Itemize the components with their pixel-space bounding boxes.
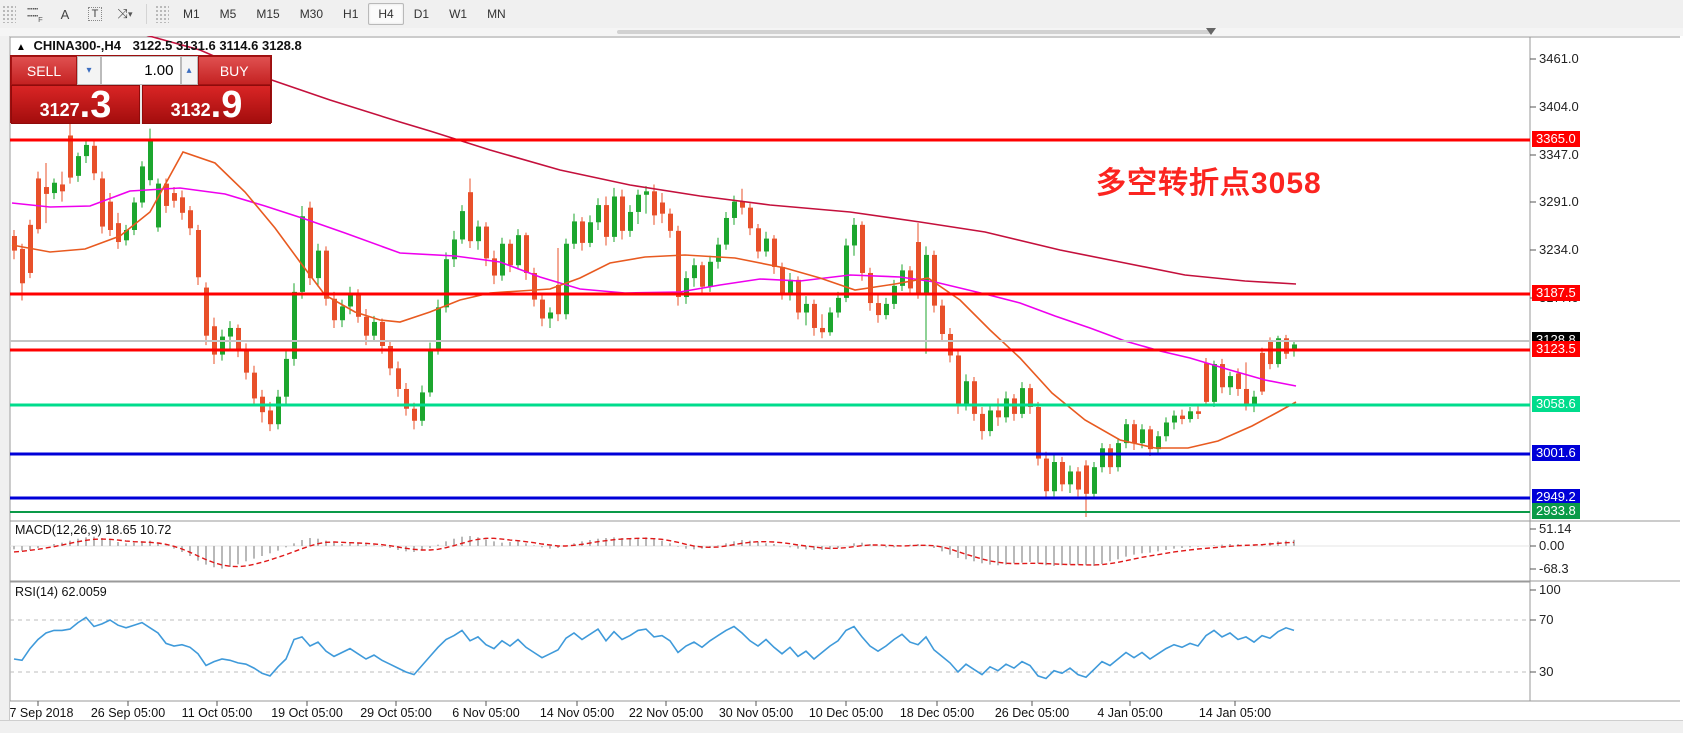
time-axis-label: 17 Sep 2018 (2, 706, 74, 720)
time-axis-label: 14 Nov 05:00 (539, 706, 615, 720)
time-axis-label: 19 Oct 05:00 (271, 706, 343, 720)
timeframe-button-m15[interactable]: M15 (256, 7, 280, 21)
timeframe-button-d1[interactable]: D1 (413, 7, 430, 21)
rsi-axis-tick: 30 (1539, 664, 1554, 679)
time-axis-label: 26 Dec 05:00 (994, 706, 1070, 720)
timeframe-button-mn[interactable]: MN (487, 7, 506, 21)
toolbar-separator (146, 4, 147, 24)
toolbar-drag-handle[interactable] (2, 5, 16, 23)
price-level-badge: 3187.5 (1532, 285, 1580, 301)
buy-button[interactable]: BUY (197, 56, 271, 85)
volume-input[interactable]: 1.00 (101, 56, 181, 85)
collapse-triangle-icon[interactable]: ▲ (16, 42, 26, 53)
window-bottom-edge (0, 720, 1683, 733)
time-axis-label: 4 Jan 05:00 (1097, 706, 1163, 720)
indicators-list-icon[interactable]: ┅┅ ┅┅F (27, 3, 43, 24)
timeframe-button-m5[interactable]: M5 (219, 7, 237, 21)
macd-axis-tick: 51.14 (1539, 521, 1572, 536)
one-click-trading-panel: SELL ▾ 1.00 ▴ BUY 3127 .3 3132 .9 (10, 55, 272, 124)
ask-price-display[interactable]: 3132 .9 (142, 85, 271, 124)
price-level-badge: 2933.8 (1532, 503, 1580, 519)
timeframe-button-m30[interactable]: M30 (299, 7, 324, 21)
chart-scrollbar[interactable] (0, 28, 1683, 36)
time-axis-label: 10 Dec 05:00 (808, 706, 884, 720)
timeframe-button-h4[interactable]: H4 (368, 3, 404, 25)
macd-axis-tick: -68.3 (1539, 561, 1569, 576)
left-gutter (0, 36, 10, 720)
rsi-label: RSI(14) 62.0059 (15, 585, 107, 599)
price-level-badge: 2949.2 (1532, 489, 1580, 505)
chart-shift-marker[interactable] (1206, 28, 1216, 35)
bid-price-display[interactable]: 3127 .3 (11, 85, 140, 124)
time-axis-label: 29 Oct 05:00 (360, 706, 432, 720)
ohlc-values: 3122.5 3131.6 3114.6 3128.8 (132, 38, 302, 53)
text-box-icon[interactable]: T (82, 2, 108, 26)
timeframe-button-w1[interactable]: W1 (449, 7, 468, 21)
time-axis-label: 30 Nov 05:00 (718, 706, 794, 720)
time-axis-label: 26 Sep 05:00 (90, 706, 166, 720)
time-axis-label: 11 Oct 05:00 (181, 706, 253, 720)
price-level-badge: 3058.6 (1532, 396, 1580, 412)
chevron-down-icon: ▾ (86, 65, 92, 76)
chevron-down-icon: ▾ (127, 8, 133, 19)
cursor-a-icon[interactable]: A (60, 6, 70, 22)
chart-title: ▲ CHINA300-,H4 3122.5 3131.6 3114.6 3128… (16, 38, 302, 53)
macd-axis-tick: 0.00 (1539, 538, 1565, 553)
rsi-axis-tick: 100 (1539, 582, 1561, 597)
chart-scrollbar-thumb[interactable] (617, 30, 1212, 34)
rsi-axis-tick: 70 (1539, 612, 1554, 627)
price-level-badge: 3365.0 (1532, 131, 1580, 147)
timeframe-button-m1[interactable]: M1 (183, 7, 200, 21)
time-axis-label: 6 Nov 05:00 (452, 706, 520, 720)
price-axis-tick: 3291.0 (1539, 194, 1579, 209)
price-axis-tick: 3347.0 (1539, 147, 1579, 162)
timeframe-button-h1[interactable]: H1 (343, 7, 359, 21)
price-axis-tick: 3234.0 (1539, 242, 1579, 257)
chart-window (0, 36, 1683, 720)
price-axis-tick: 3461.0 (1539, 51, 1579, 66)
time-axis-label: 14 Jan 05:00 (1198, 706, 1272, 720)
timeframe-drag-handle[interactable] (155, 5, 169, 23)
chart-text-annotation[interactable]: 多空转折点3058 (1096, 167, 1322, 200)
chevron-up-icon: ▴ (186, 65, 192, 76)
sell-button[interactable]: SELL (11, 56, 77, 85)
objects-arrows-icon[interactable]: ⤨ ▾ (117, 6, 133, 21)
symbol-period-label: CHINA300-,H4 (33, 38, 121, 53)
price-axis-tick: 3404.0 (1539, 99, 1579, 114)
price-level-badge: 3123.5 (1532, 341, 1580, 357)
volume-increase-button[interactable]: ▴ (180, 56, 198, 85)
time-axis-label: 18 Dec 05:00 (899, 706, 975, 720)
time-axis-label: 22 Nov 05:00 (628, 706, 704, 720)
macd-label: MACD(12,26,9) 18.65 10.72 (15, 523, 172, 537)
volume-decrease-button[interactable]: ▾ (77, 56, 101, 85)
price-level-badge: 3001.6 (1532, 445, 1580, 461)
top-toolbar: ┅┅ ┅┅F A T ⤨ ▾ M1 M5 M15 M30 H1 H4 D1 W1 MN (0, 0, 1683, 29)
timeframe-button-group: M1 M5 M15 M30 H1 H4 D1 W1 MN (173, 3, 516, 25)
